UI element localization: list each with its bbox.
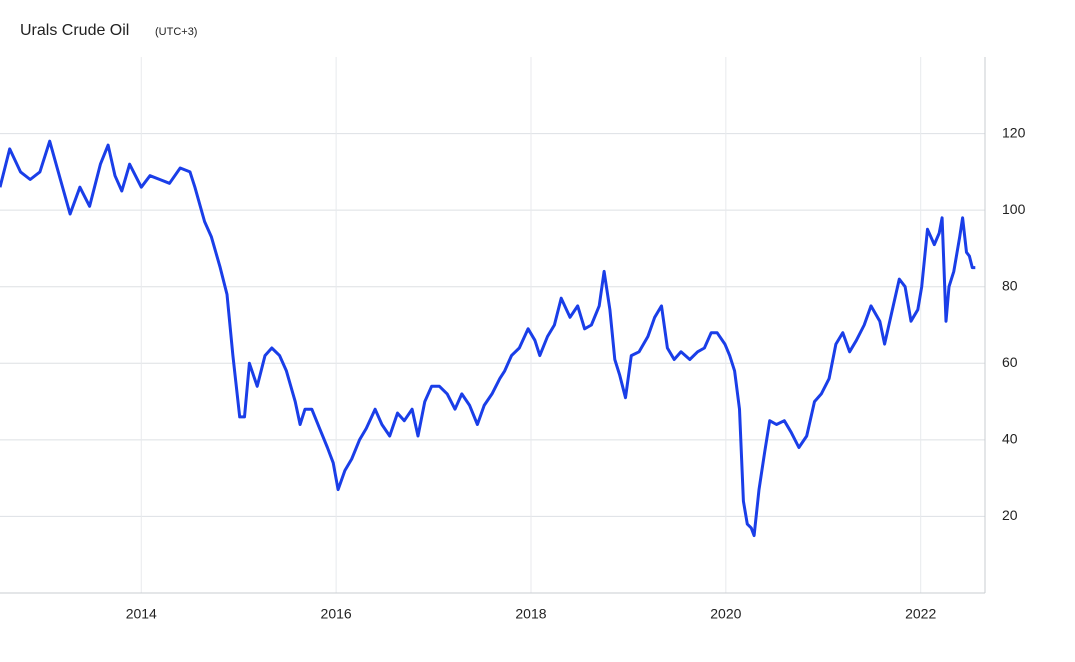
chart-title: Urals Crude Oil <box>20 22 129 39</box>
chart-subtitle: (UTC+3) <box>155 26 197 38</box>
x-tick-label: 2014 <box>126 606 157 622</box>
price-line <box>0 139 976 538</box>
y-tick-label: 100 <box>1002 201 1026 217</box>
x-tick-label: 2022 <box>905 606 936 622</box>
x-tick-label: 2018 <box>515 606 546 622</box>
y-tick-label: 120 <box>1002 124 1026 140</box>
y-tick-label: 20 <box>1002 507 1018 523</box>
x-tick-label: 2020 <box>710 606 741 622</box>
y-tick-label: 60 <box>1002 354 1018 370</box>
x-tick-label: 2016 <box>321 606 352 622</box>
y-tick-label: 80 <box>1002 277 1018 293</box>
y-tick-label: 40 <box>1002 431 1018 447</box>
